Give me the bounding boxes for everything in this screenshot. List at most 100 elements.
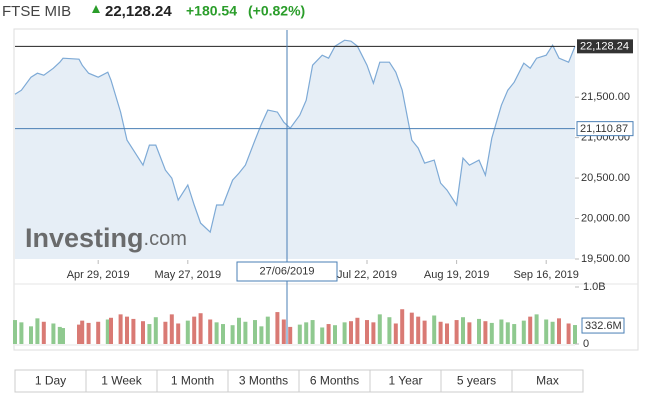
volume-bar	[422, 320, 427, 344]
volume-bar	[185, 320, 190, 344]
volume-bar	[153, 317, 158, 344]
y2-tick-label: 1.0B	[583, 281, 606, 293]
volume-bar	[208, 319, 213, 344]
volume-bar	[86, 322, 91, 344]
volume-bar	[499, 319, 504, 344]
volume-bar	[288, 326, 293, 344]
volume-bar	[528, 316, 533, 344]
change: +180.54	[186, 3, 237, 19]
volume-bar	[125, 316, 129, 344]
x-tick-label: May 27, 2019	[154, 269, 221, 281]
volume-bar	[169, 314, 174, 344]
volume-bar	[467, 322, 472, 344]
volume-bar	[281, 319, 286, 344]
volume-bar	[534, 314, 539, 344]
volume-bar	[230, 325, 235, 344]
volume-bar	[57, 326, 62, 344]
volume-bar	[221, 324, 225, 344]
volume-bar	[550, 321, 555, 344]
volume-bar	[573, 325, 577, 344]
volume-bar	[489, 322, 494, 344]
x-tick-label: Sep 16, 2019	[513, 269, 578, 281]
volume-bar	[147, 324, 152, 344]
volume-bar	[566, 323, 571, 344]
volume-bar	[105, 319, 110, 344]
crosshair-y-box	[576, 121, 634, 137]
volume-bar	[41, 321, 46, 344]
range-button-label[interactable]: 3 Months	[239, 374, 288, 388]
volume-bar	[377, 314, 382, 344]
volume-bar	[349, 321, 353, 344]
volume-bar	[176, 323, 181, 344]
volume-bar	[454, 320, 459, 344]
volume-bar	[118, 314, 123, 344]
volume-bar	[214, 322, 219, 344]
volume-bar	[310, 320, 315, 344]
volume-bar	[163, 321, 168, 344]
volume-bar	[109, 317, 113, 344]
volume-bar	[77, 324, 81, 344]
volume-bar	[259, 326, 264, 344]
volume-bar	[19, 322, 24, 344]
last-price-box	[577, 39, 633, 54]
volume-bar	[477, 318, 481, 344]
range-button[interactable]	[511, 369, 584, 393]
volume-bar	[131, 318, 136, 344]
volume-bar	[275, 312, 280, 344]
range-button-label[interactable]: 1 Day	[35, 374, 66, 388]
volume-bar	[51, 323, 56, 344]
watermark-suffix: .com	[144, 228, 187, 250]
price: 22,128.24	[105, 3, 172, 20]
chart-frame	[13, 28, 639, 351]
plot: 19,500.0020,000.0020,500.0021,000.0021,5…	[13, 30, 638, 350]
y-tick-label: 20,000.00	[581, 212, 630, 224]
price-area	[15, 40, 575, 260]
volume-bar	[192, 316, 197, 344]
range-button-label[interactable]: Max	[536, 374, 559, 388]
range-button-label[interactable]: 6 Months	[310, 374, 359, 388]
volume-bar	[243, 321, 248, 344]
volume-bar	[35, 318, 40, 344]
volume-bar	[483, 321, 488, 344]
last-volume-box	[581, 317, 625, 334]
last-volume-label: 332.6M	[585, 320, 622, 332]
volume-bar	[393, 323, 398, 344]
range-button-label[interactable]: 1 Week	[101, 374, 142, 388]
volume-bar	[304, 322, 309, 344]
instrument-name: FTSE MIB	[2, 3, 71, 20]
volume-bar	[521, 320, 526, 344]
volume-bar	[13, 320, 17, 344]
volume-bar	[96, 321, 101, 344]
y-tick-label: 19,500.00	[581, 253, 630, 265]
volume-bar	[61, 328, 65, 344]
y-tick-label: 21,500.00	[581, 91, 630, 103]
volume-bar	[253, 320, 257, 344]
volume-bar	[505, 322, 510, 344]
crosshair-x-box	[236, 261, 338, 282]
price-line	[14, 39, 576, 234]
range-buttons: 1 Day 1 Week 1 Month 3 Months 6 Months 1 Year…	[14, 369, 584, 393]
range-button-label[interactable]: 1 Year	[388, 374, 422, 388]
range-button-label[interactable]: 5 years	[457, 374, 496, 388]
last-price-label: 22,128.24	[580, 41, 629, 53]
volume-bar	[265, 316, 270, 344]
volume-bar	[29, 326, 33, 344]
change-percent: (+0.82%)	[248, 3, 305, 19]
volume-bar	[387, 317, 392, 344]
watermark: Investing.com	[25, 223, 187, 253]
volume-bar	[198, 313, 203, 344]
range-button-label[interactable]: 1 Month	[171, 374, 214, 388]
volume-bar	[432, 315, 437, 344]
volume-bar	[400, 309, 405, 344]
volume-bar	[80, 320, 85, 344]
volume-bar	[237, 317, 241, 344]
volume-bar	[320, 327, 325, 344]
volume-bar	[409, 312, 414, 344]
volume-bar	[342, 322, 347, 344]
crosshair-y-label: 21,110.87	[580, 123, 628, 135]
volume-bar	[297, 324, 302, 344]
x-tick-label: Apr 29, 2019	[67, 269, 130, 281]
volume-bar	[461, 317, 465, 344]
volume-bar	[445, 323, 449, 344]
